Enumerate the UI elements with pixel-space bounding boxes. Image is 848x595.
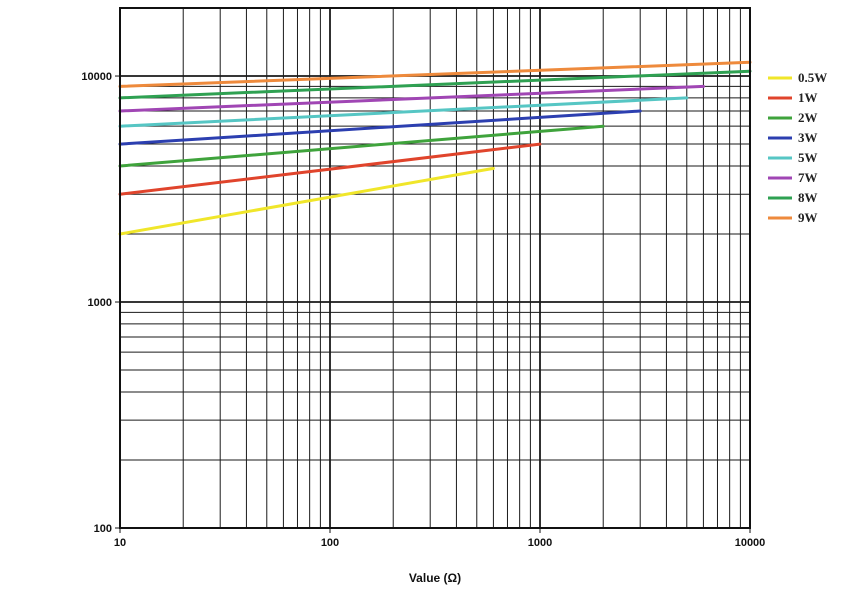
legend-label: 7W — [798, 170, 818, 185]
series-line-7W — [118, 84, 705, 113]
series-line-3W — [118, 109, 642, 146]
series-lines — [118, 60, 752, 236]
legend-label: 3W — [798, 130, 818, 145]
x-tick-label: 1000 — [528, 537, 552, 549]
legend-label: 5W — [798, 150, 818, 165]
legend-label: 2W — [798, 110, 818, 125]
y-tick-label: 10000 — [81, 71, 112, 83]
y-tick-label: 100 — [94, 523, 112, 535]
x-tick-label: 10 — [114, 537, 126, 549]
legend-label: 8W — [798, 190, 818, 205]
y-tick-label: 1000 — [88, 297, 112, 309]
legend: 0.5W 1W 2W 3W 5W 7W 8W 9W — [768, 70, 827, 225]
x-tick-label: 10000 — [735, 537, 766, 549]
series-line-8W — [118, 69, 752, 100]
series-line-9W — [118, 60, 752, 88]
x-axis-title: Value (Ω) — [409, 571, 461, 585]
series-line-2W — [118, 124, 605, 168]
series-line-0-5W — [118, 166, 495, 236]
series-line-1W — [118, 142, 542, 196]
x-tick-label: 100 — [321, 537, 339, 549]
plot-frame — [119, 7, 751, 529]
legend-label: 0.5W — [798, 70, 827, 85]
legend-label: 9W — [798, 210, 818, 225]
series-line-5W — [118, 96, 689, 128]
legend-label: 1W — [798, 90, 818, 105]
